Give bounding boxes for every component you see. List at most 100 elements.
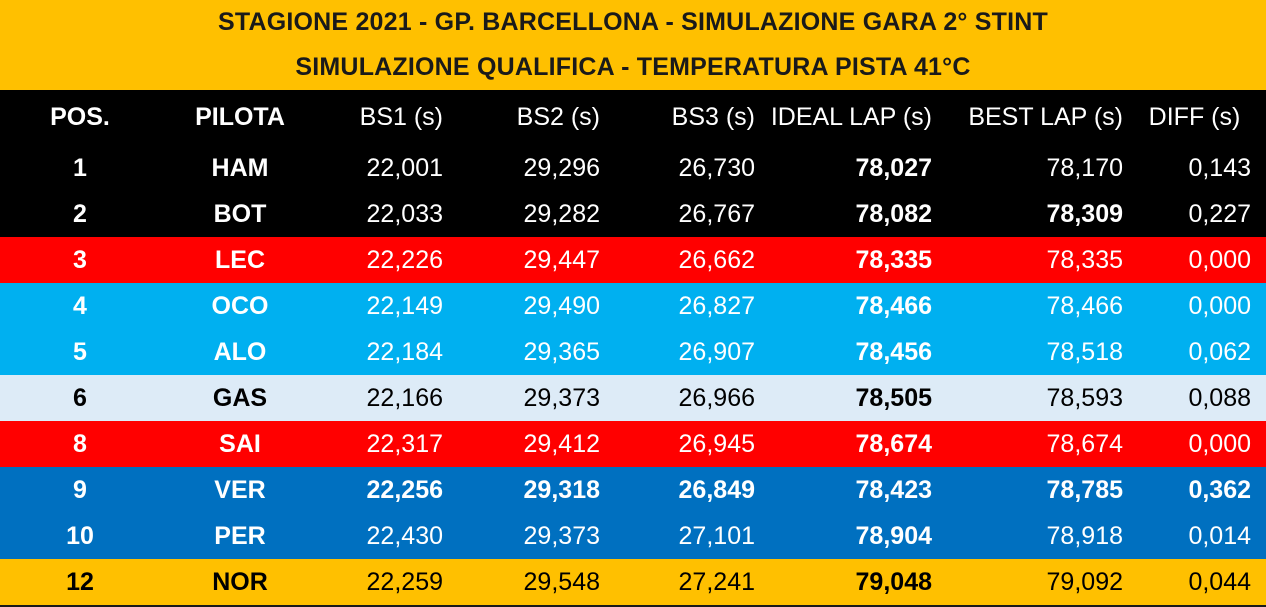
cell-diff: 0,062 bbox=[1188, 337, 1251, 366]
cell-bs1: 22,256 bbox=[366, 475, 443, 504]
cell-driver: OCO bbox=[211, 291, 269, 320]
cell-bs3: 26,767 bbox=[678, 199, 755, 228]
sheet-title-line1: STAGIONE 2021 - GP. BARCELLONA - SIMULAZ… bbox=[0, 0, 1266, 45]
cell-best: 78,466 bbox=[1046, 291, 1123, 320]
table-row: 10 PER 22,430 29,373 27,101 78,904 78,918 0,014 bbox=[0, 513, 1266, 559]
cell-driver: NOR bbox=[160, 559, 320, 607]
col-header-bs1: BS1 (s) bbox=[320, 90, 443, 145]
cell-diff: 0,362 bbox=[1188, 475, 1251, 504]
cell-pos: 2 bbox=[73, 199, 87, 228]
cell-best: 78,593 bbox=[1046, 383, 1123, 412]
table-body: 1 HAM 22,001 29,296 26,730 78,027 78,170 0,143 2… bbox=[0, 145, 1266, 607]
cell-driver: HAM bbox=[211, 153, 269, 182]
cell-pos: 8 bbox=[73, 429, 87, 458]
cell-driver: BOT bbox=[213, 199, 267, 228]
cell-diff: 0,000 bbox=[1188, 291, 1251, 320]
table-row: 6 GAS 22,166 29,373 26,966 78,505 78,593 0,088 bbox=[0, 375, 1266, 421]
col-header-bs2: BS2 (s) bbox=[443, 90, 600, 145]
cell-best: 78,170 bbox=[1046, 153, 1123, 182]
cell-ideal: 78,505 bbox=[855, 383, 932, 412]
cell-bs3: 26,966 bbox=[678, 383, 755, 412]
cell-diff: 0,088 bbox=[1188, 383, 1251, 412]
cell-pos: 10 bbox=[66, 521, 94, 550]
col-header-pos: POS. bbox=[0, 90, 160, 145]
cell-ideal: 78,456 bbox=[855, 337, 932, 366]
header-row: POS. PILOTA BS1 (s) BS2 (s) BS3 (s) IDEA… bbox=[0, 90, 1266, 145]
cell-bs2: 29,490 bbox=[523, 291, 600, 320]
col-header-best-lap: BEST LAP (s) bbox=[932, 90, 1123, 145]
cell-bs2: 29,373 bbox=[523, 383, 600, 412]
cell-bs3: 26,827 bbox=[678, 291, 755, 320]
cell-pos: 9 bbox=[73, 475, 87, 504]
cell-best: 79,092 bbox=[932, 559, 1123, 607]
cell-bs1: 22,430 bbox=[366, 521, 443, 550]
cell-bs1: 22,033 bbox=[366, 199, 443, 228]
cell-best: 78,674 bbox=[1046, 429, 1123, 458]
cell-bs1: 22,317 bbox=[366, 429, 443, 458]
cell-pos: 4 bbox=[73, 291, 87, 320]
table-row: 4 OCO 22,149 29,490 26,827 78,466 78,466 0,000 bbox=[0, 283, 1266, 329]
cell-diff: 0,227 bbox=[1188, 199, 1251, 228]
cell-diff: 0,143 bbox=[1188, 153, 1251, 182]
cell-best: 78,335 bbox=[1046, 245, 1123, 274]
cell-driver: VER bbox=[214, 475, 266, 504]
cell-driver: LEC bbox=[215, 245, 265, 274]
cell-bs3: 26,849 bbox=[678, 475, 755, 504]
cell-pos: 1 bbox=[73, 153, 87, 182]
cell-bs2: 29,318 bbox=[523, 475, 600, 504]
cell-ideal: 78,027 bbox=[855, 153, 932, 182]
cell-bs1: 22,001 bbox=[366, 153, 443, 182]
cell-bs2: 29,296 bbox=[523, 153, 600, 182]
table-row: 1 HAM 22,001 29,296 26,730 78,027 78,170 0,143 bbox=[0, 145, 1266, 191]
cell-driver: SAI bbox=[219, 429, 261, 458]
cell-diff: 0,044 bbox=[1123, 559, 1266, 607]
cell-ideal: 78,674 bbox=[855, 429, 932, 458]
cell-best: 78,309 bbox=[1046, 199, 1123, 228]
cell-bs2: 29,548 bbox=[443, 559, 600, 607]
table-row: 8 SAI 22,317 29,412 26,945 78,674 78,674 0,000 bbox=[0, 421, 1266, 467]
cell-pos: 12 bbox=[0, 559, 160, 607]
table-row: 3 LEC 22,226 29,447 26,662 78,335 78,335 0,000 bbox=[0, 237, 1266, 283]
cell-ideal: 78,082 bbox=[855, 199, 932, 228]
cell-bs2: 29,447 bbox=[523, 245, 600, 274]
table-row: 9 VER 22,256 29,318 26,849 78,423 78,785 0,362 bbox=[0, 467, 1266, 513]
cell-best: 78,518 bbox=[1046, 337, 1123, 366]
cell-bs1: 22,149 bbox=[366, 291, 443, 320]
cell-bs3: 26,662 bbox=[678, 245, 755, 274]
cell-bs1: 22,226 bbox=[366, 245, 443, 274]
cell-driver: PER bbox=[214, 521, 266, 550]
cell-diff: 0,014 bbox=[1188, 521, 1251, 550]
cell-bs3: 26,945 bbox=[678, 429, 755, 458]
cell-bs1: 22,184 bbox=[366, 337, 443, 366]
col-header-diff: DIFF (s) bbox=[1123, 90, 1266, 145]
cell-driver: ALO bbox=[213, 337, 267, 366]
table-row: 5 ALO 22,184 29,365 26,907 78,456 78,518 0,062 bbox=[0, 329, 1266, 375]
cell-bs3: 27,241 bbox=[600, 559, 755, 607]
cell-ideal: 78,335 bbox=[855, 245, 932, 274]
col-header-ideal-lap: IDEAL LAP (s) bbox=[755, 90, 932, 145]
cell-bs3: 26,730 bbox=[678, 153, 755, 182]
cell-bs2: 29,412 bbox=[523, 429, 600, 458]
cell-best: 78,785 bbox=[1046, 475, 1123, 504]
cell-diff: 0,000 bbox=[1188, 429, 1251, 458]
col-header-bs3: BS3 (s) bbox=[600, 90, 755, 145]
sheet-title-line2: SIMULAZIONE QUALIFICA - TEMPERATURA PIST… bbox=[0, 45, 1266, 90]
cell-ideal: 78,466 bbox=[855, 291, 932, 320]
col-header-driver: PILOTA bbox=[160, 90, 320, 145]
cell-bs3: 27,101 bbox=[678, 521, 755, 550]
cell-pos: 6 bbox=[73, 383, 87, 412]
cell-ideal: 78,904 bbox=[855, 521, 932, 550]
table-row: 12 NOR 22,259 29,548 27,241 79,048 79,092 0,044 bbox=[0, 559, 1266, 607]
cell-driver: GAS bbox=[212, 383, 268, 412]
cell-bs2: 29,282 bbox=[523, 199, 600, 228]
cell-diff: 0,000 bbox=[1188, 245, 1251, 274]
cell-bs2: 29,365 bbox=[523, 337, 600, 366]
cell-best: 78,918 bbox=[1046, 521, 1123, 550]
cell-bs1: 22,259 bbox=[320, 559, 443, 607]
cell-ideal: 78,423 bbox=[855, 475, 932, 504]
cell-pos: 3 bbox=[73, 245, 87, 274]
cell-ideal: 79,048 bbox=[755, 559, 932, 607]
cell-bs1: 22,166 bbox=[366, 383, 443, 412]
cell-bs3: 26,907 bbox=[678, 337, 755, 366]
